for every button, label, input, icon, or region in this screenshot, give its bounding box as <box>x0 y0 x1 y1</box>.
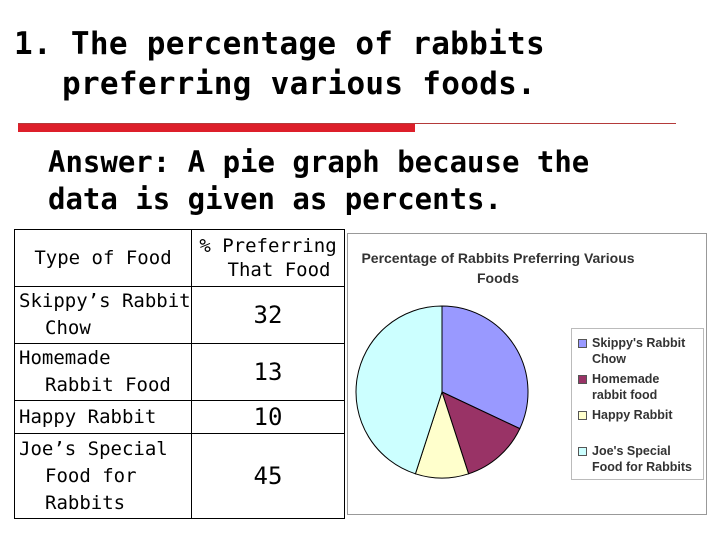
header-percent-line-2: That Food <box>227 259 331 281</box>
food-name-line: Rabbits <box>45 491 126 514</box>
row-food-name: Skippy’s Rabbit Chow <box>14 286 192 344</box>
row-percent-value: 10 <box>191 400 345 434</box>
row-food-name: Happy Rabbit <box>14 400 192 434</box>
food-name-line: Homemade <box>19 347 111 369</box>
legend-swatch <box>578 375 587 384</box>
row-food-name: Joe’s Special Food for Rabbits <box>14 433 192 519</box>
table-row: Joe’s Special Food for Rabbits 45 <box>14 433 345 519</box>
chart-legend: Skippy's Rabbit Chow Homemade rabbit food Ha… <box>571 328 704 480</box>
title-underline-red <box>18 124 415 132</box>
chart-title-line-1: Percentage of Rabbits Preferring Various <box>361 250 635 266</box>
legend-swatch <box>578 447 587 456</box>
pie-slice <box>355 305 443 475</box>
pie-svg <box>355 305 529 479</box>
row-percent-value: 32 <box>191 286 345 344</box>
pie-slice <box>441 305 529 430</box>
food-name-line: Happy Rabbit <box>19 405 157 428</box>
title-underline-thin <box>18 123 676 124</box>
data-table: Type of Food % Preferring That Food Skip… <box>14 229 345 519</box>
legend-swatch <box>578 339 587 348</box>
chart-title: Percentage of Rabbits Preferring Various… <box>348 248 648 288</box>
row-food-name: Homemade Rabbit Food <box>14 343 192 401</box>
answer-line-2: data is given as percents. <box>48 182 502 216</box>
slide-title: 1. The percentage of rabbits preferring … <box>14 24 694 104</box>
header-percent-line-1: % Preferring <box>199 235 337 257</box>
row-percent-value: 13 <box>191 343 345 401</box>
header-type-of-food: Type of Food <box>14 229 192 287</box>
chart-title-line-2: Foods <box>477 270 519 286</box>
table-header-row: Type of Food % Preferring That Food <box>14 229 345 287</box>
title-line-2: preferring various foods. <box>62 66 537 102</box>
legend-label: Skippy's Rabbit Chow <box>592 336 686 366</box>
title-line-1: 1. The percentage of rabbits <box>14 26 545 62</box>
table-row: Happy Rabbit 10 <box>14 400 345 434</box>
food-name-line: Chow <box>45 317 91 339</box>
table-row: Skippy’s Rabbit Chow 32 <box>14 286 345 344</box>
food-name-line: Rabbit Food <box>45 374 171 396</box>
food-name-line: Skippy’s Rabbit <box>19 290 191 312</box>
answer-text: Answer: A pie graph because the data is … <box>48 144 708 218</box>
legend-label: Happy Rabbit <box>592 408 673 422</box>
legend-label: Joe's Special Food for Rabbits <box>592 444 692 474</box>
pie-chart: Percentage of Rabbits Preferring Various… <box>347 233 707 515</box>
legend-label: Homemade rabbit food <box>592 372 660 402</box>
legend-swatch <box>578 411 587 420</box>
row-percent-value: 45 <box>191 433 345 519</box>
header-percent-preferring: % Preferring That Food <box>191 229 345 287</box>
table-row: Homemade Rabbit Food 13 <box>14 343 345 401</box>
food-name-line: Joe’s Special <box>19 437 168 460</box>
pie-slice <box>441 391 521 475</box>
food-name-line: Food for <box>45 464 137 487</box>
answer-line-1: Answer: A pie graph because the <box>48 145 590 179</box>
